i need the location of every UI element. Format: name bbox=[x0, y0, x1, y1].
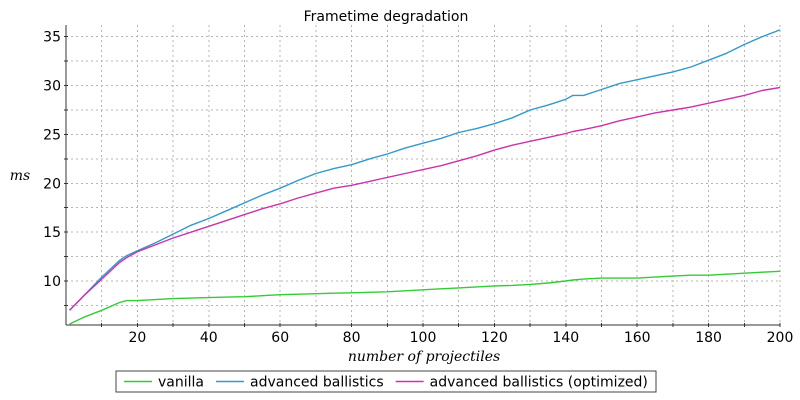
grid bbox=[66, 25, 781, 325]
x-tick-label: 120 bbox=[481, 330, 508, 346]
y-tick-label: 25 bbox=[43, 127, 61, 143]
x-tick-label: 100 bbox=[410, 330, 437, 346]
legend-frame bbox=[115, 370, 657, 393]
legend-label-1: advanced ballistics bbox=[250, 375, 384, 391]
x-tick-label: 160 bbox=[624, 330, 651, 346]
series-layer bbox=[69, 29, 781, 325]
x-tick-label: 180 bbox=[695, 330, 722, 346]
x-tick-label: 80 bbox=[343, 330, 361, 346]
x-tick-label: 20 bbox=[128, 330, 146, 346]
chart-title: Frametime degradation bbox=[304, 9, 469, 25]
x-tick-label: 60 bbox=[271, 330, 289, 346]
series-line-2 bbox=[69, 86, 781, 311]
y-tick-label: 20 bbox=[43, 176, 61, 192]
series-line-1 bbox=[69, 29, 781, 311]
legend-label-0: vanilla bbox=[158, 375, 204, 391]
x-tick-label: 40 bbox=[200, 330, 218, 346]
y-tick-label: 10 bbox=[43, 274, 61, 290]
legend-label-2: advanced ballistics (optimized) bbox=[430, 375, 648, 391]
y-tick-label: 15 bbox=[43, 225, 61, 241]
x-axis-label: number of projectiles bbox=[348, 349, 500, 365]
y-axis-label: ms bbox=[10, 168, 30, 184]
axes: 20 40 60 80 100 120 140 160 180 200 10 15 20 25 30 35 bbox=[43, 25, 793, 346]
y-tick-label: 35 bbox=[43, 30, 61, 46]
legend: vanilla advanced ballistics advanced balli… bbox=[115, 370, 657, 393]
x-tick-label: 200 bbox=[767, 330, 794, 346]
series-line-0 bbox=[69, 270, 781, 325]
x-tick-label: 140 bbox=[552, 330, 579, 346]
y-tick-label: 30 bbox=[43, 79, 61, 95]
